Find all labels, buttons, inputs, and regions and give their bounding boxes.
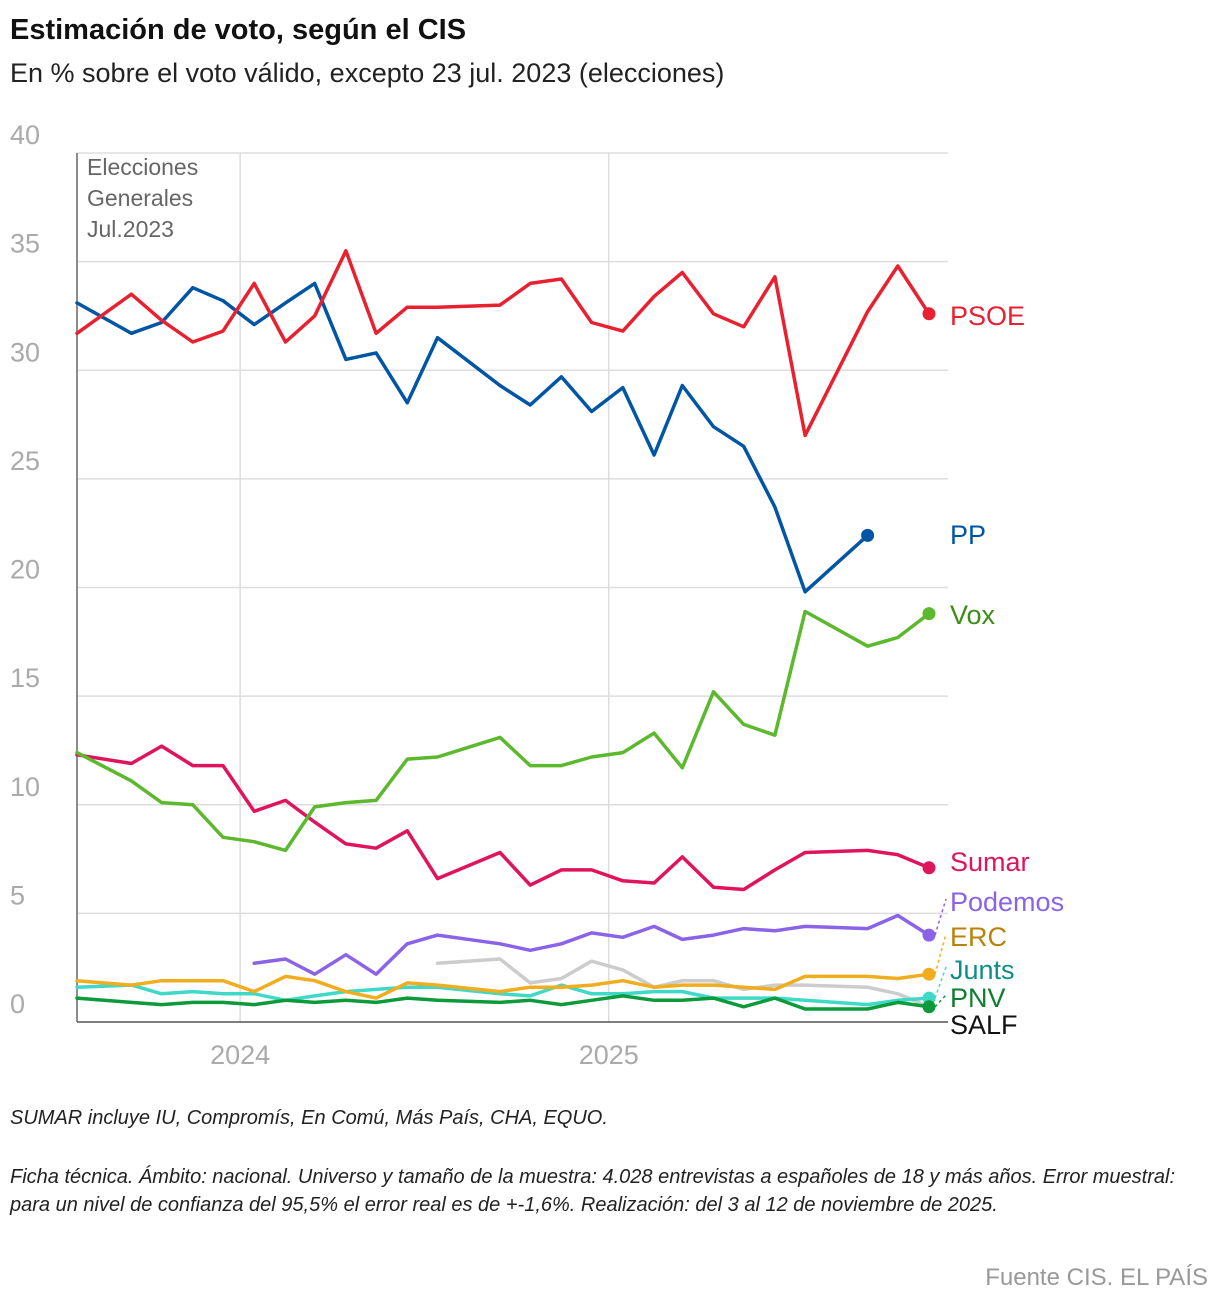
series-line-erc [75,972,931,1000]
series-line-psoe [75,249,931,438]
x-tick-label: 2024 [210,1040,270,1070]
y-tick-label: 35 [10,229,40,259]
series-label-vox: Vox [950,600,996,630]
election-annotation-line: Jul.2023 [87,216,174,242]
axes: 40 35 30 25 20 15 10 5 0 2024 2025 Elecciones Genera… [10,120,948,1070]
series-label-junts: Junts [950,955,1015,985]
y-tick-label: 15 [10,663,40,693]
line-chart: 40 35 30 25 20 15 10 5 0 2024 2025 Elecciones Genera… [10,120,1064,1070]
series-line-podemos [252,913,931,976]
end-point-pnv [922,1000,936,1014]
sumar-note: SUMAR incluye IU, Compromís, En Comú, Má… [10,1107,608,1129]
series-line-salf [435,957,931,1009]
series-label-sumar: Sumar [950,847,1030,877]
series-label-salf: SALF [950,1010,1018,1040]
y-tick-label: 5 [10,880,25,910]
end-point-vox [922,607,936,621]
technical-note: Ficha técnica. Ámbito: nacional. Univers… [10,1166,1176,1216]
label-leader-pnv [934,994,947,1008]
chart-title: Estimación de voto, según el CIS [10,14,467,46]
chart-subtitle: En % sobre el voto válido, excepto 23 ju… [10,58,725,88]
end-point-erc [922,967,936,981]
series-label-podemos: Podemos [950,887,1064,917]
end-point-pp [861,528,875,542]
y-tick-label: 40 [10,120,40,150]
y-tick-label: 10 [10,772,40,802]
series-line-vox [75,609,931,853]
series-line-sumar [75,744,931,892]
series-lines [75,249,936,1014]
election-annotation-line: Generales [87,185,193,211]
gridlines [77,152,948,1022]
series-label-pp: PP [950,520,986,550]
label-leader-erc [934,933,947,975]
series-label-psoe: PSOE [950,301,1025,331]
x-tick-label: 2025 [579,1040,639,1070]
election-annotation-line: Elecciones [87,154,198,180]
y-tick-label: 20 [10,555,40,585]
source-credit: Fuente CIS. EL PAÍS [985,1264,1208,1291]
y-tick-label: 0 [10,989,25,1019]
end-point-podemos [922,928,936,942]
series-label-pnv: PNV [950,983,1006,1013]
end-point-psoe [922,307,936,321]
series-line-pp [75,281,870,594]
end-point-sumar [922,861,936,875]
label-leader-junts [934,966,947,999]
series-label-erc: ERC [950,922,1007,952]
y-tick-label: 30 [10,337,40,367]
series-line-pnv [75,994,931,1011]
label-leader-podemos [934,898,947,936]
y-tick-label: 25 [10,446,40,476]
